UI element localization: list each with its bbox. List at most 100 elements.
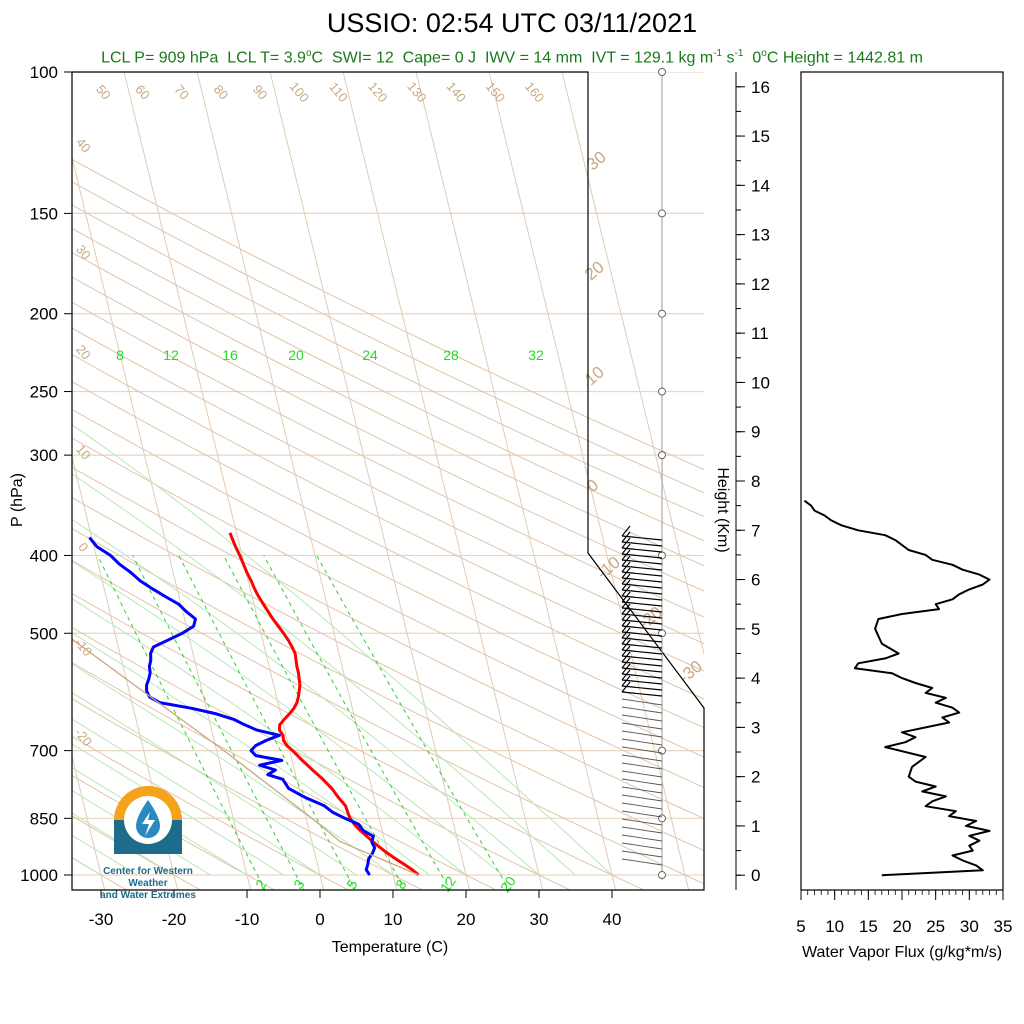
wind-barb-flag bbox=[621, 579, 631, 591]
wind-barb-low bbox=[621, 738, 663, 746]
flux-axis-label: Water Vapor Flux (g/kg*m/s) bbox=[802, 944, 1002, 961]
wind-barb-low bbox=[621, 834, 663, 842]
moist-adiabat-15 bbox=[72, 632, 430, 876]
dry-adiabat-20 bbox=[72, 661, 498, 890]
wind-barb-flag bbox=[621, 663, 631, 675]
parcel-line bbox=[72, 638, 419, 876]
wind-barb bbox=[621, 637, 663, 643]
dry-adiabat-180 bbox=[72, 204, 704, 518]
wind-barb bbox=[621, 661, 663, 667]
wind-barb bbox=[621, 565, 663, 571]
wind-barb-low bbox=[621, 850, 663, 858]
iwv-value: IWV = 14 mm bbox=[484, 49, 583, 67]
dry-adiabat-60 bbox=[72, 528, 704, 852]
y-tick-label: 300 bbox=[30, 446, 58, 465]
mixing-ratio-label-bottom: 20 bbox=[497, 873, 519, 895]
swi-value: SWI= 12 bbox=[331, 49, 394, 67]
logo-line-2: and Water Extremes bbox=[100, 890, 196, 901]
lcl-pressure: LCL P= 909 hPa bbox=[101, 49, 219, 67]
wind-barb bbox=[621, 553, 663, 559]
x-tick-label: 20 bbox=[457, 910, 476, 929]
height-tick-label: 0 bbox=[751, 866, 760, 885]
wind-barb-flag bbox=[621, 621, 631, 633]
moist-adiabat--5 bbox=[72, 743, 284, 876]
isotherm-0 bbox=[123, 72, 325, 890]
wind-barb-low bbox=[621, 802, 663, 810]
moist-adiabat-20 bbox=[72, 598, 467, 876]
x-tick-label: -20 bbox=[162, 910, 187, 929]
zero-height-value: C Height = 1442.81 m bbox=[766, 49, 923, 67]
wind-level-circle bbox=[658, 814, 666, 823]
wind-level-circle bbox=[658, 209, 666, 218]
wind-barb-low bbox=[621, 722, 663, 730]
x-tick-label: 10 bbox=[384, 910, 403, 929]
ivt-exponent-2: -1 bbox=[734, 48, 744, 59]
flux-tick-label: 35 bbox=[994, 917, 1013, 936]
wind-level-circle bbox=[658, 451, 666, 460]
dry-adiabat-40 bbox=[72, 592, 646, 890]
wind-barb-flag bbox=[621, 573, 631, 585]
mixing-ratio-label-bottom: 12 bbox=[437, 873, 459, 895]
dry-adiabat-170 bbox=[72, 227, 704, 542]
mixing-ratio-label-top: 8 bbox=[116, 347, 124, 363]
isotherm-10 bbox=[196, 72, 398, 890]
wind-barb-flag bbox=[621, 603, 631, 615]
skew-t-series bbox=[72, 532, 420, 877]
flux-tick-label: 15 bbox=[859, 917, 878, 936]
mixing-ratio-label-top: 12 bbox=[163, 347, 179, 363]
wind-barb bbox=[621, 679, 663, 685]
isotherm-50 bbox=[488, 72, 690, 890]
x-tick-label: 30 bbox=[530, 910, 549, 929]
height-tick-label: 16 bbox=[751, 78, 770, 97]
dry-adiabat-190 bbox=[72, 181, 704, 494]
dry-adiabat--10 bbox=[72, 774, 276, 890]
moist-adiabat-0 bbox=[72, 718, 321, 876]
logo-caption: Center for Western Weather and Water Ext… bbox=[88, 866, 208, 902]
isotherm--20 bbox=[72, 454, 179, 890]
height-tick-label: 14 bbox=[751, 176, 770, 195]
isotherm-label-right: 30 bbox=[583, 147, 610, 174]
lcl-temperature: LCL T= 3.9 bbox=[227, 49, 306, 67]
theta-label-left: 40 bbox=[73, 135, 94, 156]
water-vapor-flux-line bbox=[803, 499, 991, 877]
isotherm-40 bbox=[415, 72, 617, 890]
logo-line-1: Center for Western Weather bbox=[103, 866, 193, 889]
wind-barb bbox=[621, 589, 663, 595]
y-tick-label: 1000 bbox=[20, 866, 58, 885]
wind-barb bbox=[621, 547, 663, 553]
wind-barb-low bbox=[621, 770, 663, 778]
isotherm-label-right: 0 bbox=[583, 475, 602, 496]
y-tick-label: 400 bbox=[30, 546, 58, 565]
isotherm-20 bbox=[269, 72, 471, 890]
mixing-ratio-label-top: 20 bbox=[288, 347, 304, 363]
x-axis-label: Temperature (C) bbox=[332, 939, 448, 956]
mixing-ratio-line-5 bbox=[178, 555, 356, 890]
dry-adiabat--20 bbox=[72, 815, 202, 890]
wind-barb bbox=[621, 595, 663, 601]
ivt-exponent-1: -1 bbox=[713, 48, 723, 59]
wind-barb bbox=[621, 619, 663, 625]
height-tick-label: 5 bbox=[751, 620, 760, 639]
wind-barb-flag bbox=[621, 597, 631, 609]
y-tick-label: 250 bbox=[30, 383, 58, 402]
wind-barb bbox=[621, 625, 663, 631]
wind-barb bbox=[621, 571, 663, 577]
mixing-ratio-line-3 bbox=[132, 555, 305, 890]
wind-barb-flag bbox=[621, 615, 631, 627]
y-tick-label: 100 bbox=[30, 63, 58, 82]
flux-tick-label: 30 bbox=[960, 917, 979, 936]
dry-adiabat-140 bbox=[72, 301, 704, 618]
isotherm-label-right: -30 bbox=[675, 657, 706, 687]
theta-label-top: 130 bbox=[404, 79, 429, 105]
flux-tick-label: 20 bbox=[893, 917, 912, 936]
dry-adiabat-100 bbox=[72, 408, 704, 729]
logo-bolt bbox=[142, 812, 155, 836]
theta-label-left: 10 bbox=[73, 442, 94, 463]
moist-adiabat--20 bbox=[72, 812, 175, 876]
moist-adiabat-5 bbox=[72, 691, 357, 876]
skew-t-grid bbox=[72, 72, 704, 890]
wind-barb-low bbox=[621, 826, 663, 834]
dry-adiabat-70 bbox=[72, 496, 704, 820]
